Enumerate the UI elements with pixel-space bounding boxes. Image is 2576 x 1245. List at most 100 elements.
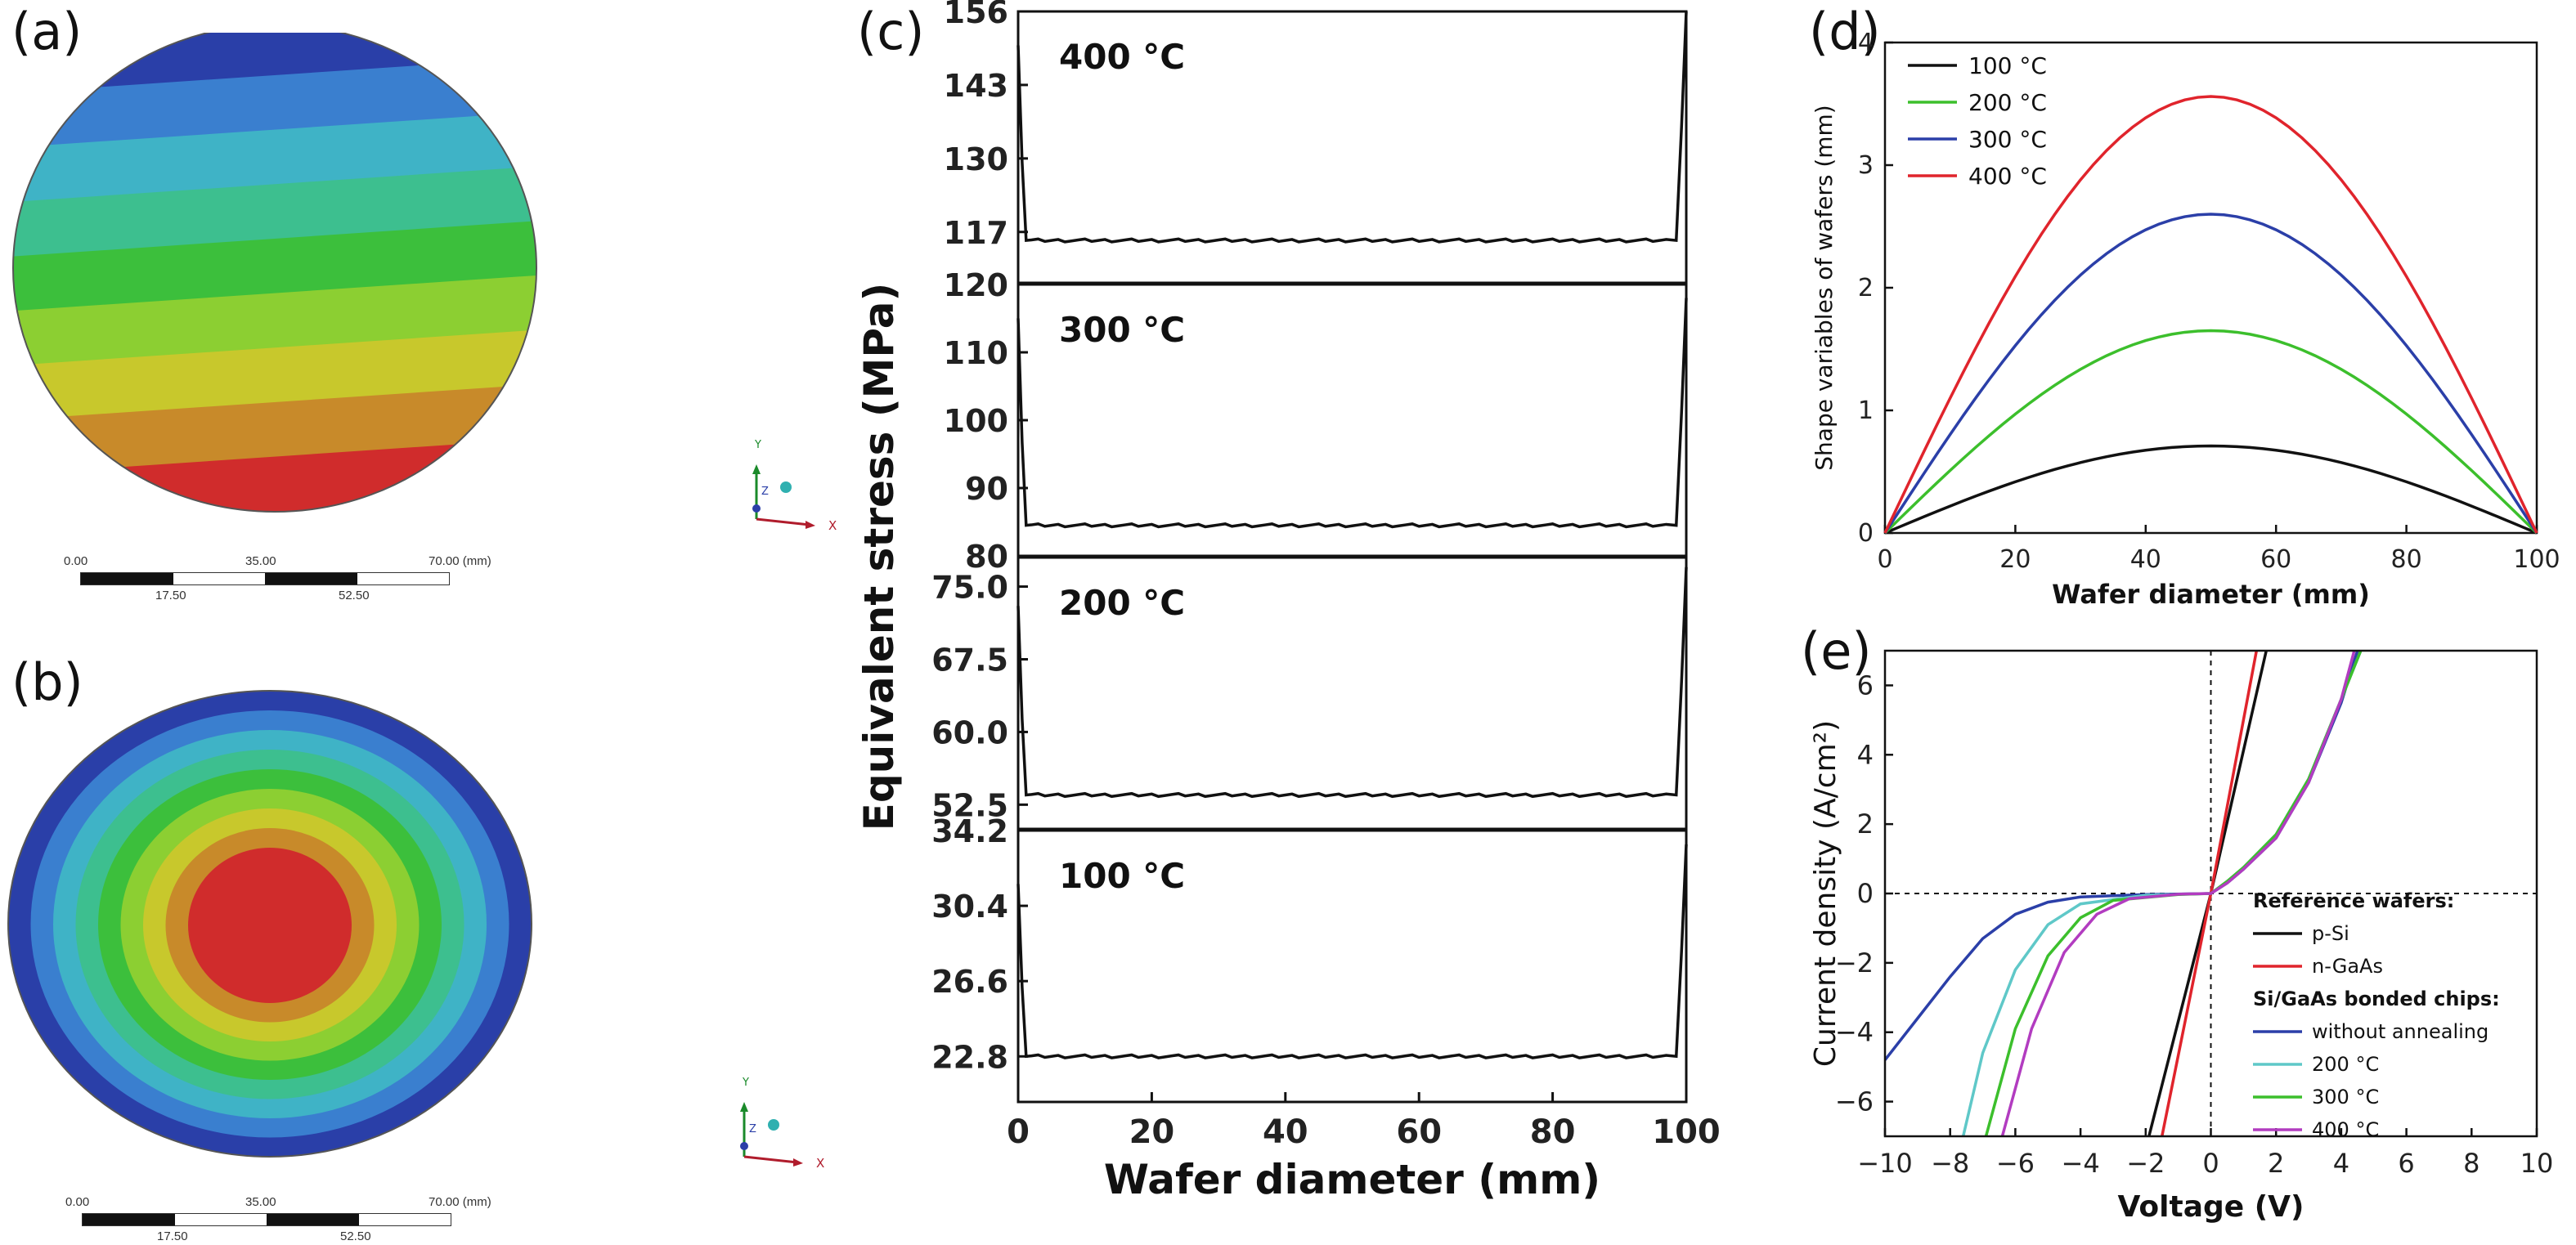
x-tick-label: 2: [2268, 1148, 2284, 1179]
y-tick-label: 0: [1858, 519, 1874, 548]
legend-label: n-GaAs: [2312, 955, 2383, 978]
x-axis-title: Wafer diameter (mm): [2052, 579, 2370, 610]
x-axis-title: Voltage (V): [2118, 1190, 2304, 1224]
y-tick-label: 4: [1858, 29, 1874, 57]
scale-label-70-b: 70.00 (mm): [429, 1195, 491, 1209]
subplot-frame: [1016, 10, 1688, 284]
y-tick-label: 26.6: [931, 964, 1008, 1000]
scale-label-70: 70.00 (mm): [429, 554, 491, 568]
subplot-frame: [1016, 556, 1688, 831]
legend-label: 200 °C: [2312, 1053, 2379, 1076]
y-tick-label: 100: [944, 403, 1008, 439]
y-tick-label: 75.0: [931, 570, 1008, 606]
scale-label-35: 35.00: [245, 554, 276, 568]
scale-label-17-5-b: 17.50: [157, 1229, 188, 1243]
x-tick-label: 100: [2513, 545, 2560, 574]
y-tick-label: 0: [1857, 878, 1874, 909]
scale-label-35-b: 35.00: [245, 1195, 276, 1209]
legend-label: without annealing: [2312, 1020, 2488, 1043]
y-axis-title: Current density (A/cm²): [1809, 720, 1842, 1067]
y-tick-label: 143: [944, 68, 1008, 104]
scale-bar-b: [82, 1213, 451, 1226]
legend-label: 100 °C: [1968, 52, 2047, 79]
x-tick-label: 100: [1652, 1113, 1721, 1151]
x-tick-label: 4: [2333, 1148, 2349, 1179]
scale-label-0-b: 0.00: [65, 1195, 90, 1209]
triad-z-label-b: Z: [749, 1123, 756, 1135]
y-tick-label: 34.2: [931, 813, 1008, 849]
scale-label-52-5: 52.50: [339, 589, 370, 602]
y-axis-title: Equivalent stress (MPa): [855, 283, 903, 831]
y-tick-label: −4: [1835, 1017, 1874, 1048]
subplot-label: 100 °C: [1059, 856, 1185, 896]
coordinate-triad-icon: Y Z X: [752, 439, 837, 531]
contour-band: [13, 383, 536, 477]
x-tick-label: 0: [1007, 1113, 1030, 1151]
triad-x-label-b: X: [816, 1156, 824, 1169]
contour-band: [13, 165, 536, 259]
x-tick-label: 80: [1530, 1113, 1576, 1151]
triad-y-label-b: Y: [742, 1077, 749, 1089]
contour-ring: [188, 848, 352, 1003]
triad-y-label: Y: [754, 439, 761, 451]
y-tick-label: 6: [1857, 670, 1874, 701]
subplot-label: 200 °C: [1059, 583, 1185, 623]
scale-label-17-5: 17.50: [155, 589, 186, 602]
legend-label: 300 °C: [1968, 126, 2047, 153]
y-tick-label: 130: [944, 141, 1008, 177]
contour-band: [13, 219, 536, 314]
x-tick-label: −6: [1996, 1148, 2035, 1179]
x-axis-title: Wafer diameter (mm): [1104, 1156, 1600, 1203]
shape-series-line: [1883, 329, 2538, 535]
legend-label: 400 °C: [1968, 163, 2047, 190]
y-tick-label: 1: [1858, 396, 1874, 425]
subplot-label: 400 °C: [1059, 37, 1185, 77]
y-tick-label: 117: [944, 215, 1008, 251]
triad-z-label: Z: [761, 486, 769, 498]
x-tick-label: 6: [2398, 1148, 2414, 1179]
y-tick-label: 4: [1857, 739, 1874, 770]
y-tick-label: −6: [1835, 1086, 1874, 1117]
panel-label-b: (b): [11, 652, 83, 712]
y-tick-label: 67.5: [931, 643, 1008, 678]
y-tick-label: 22.8: [931, 1039, 1008, 1075]
current-voltage-chart: −10 −8 −6 −4 −2 0 2 4 6 8 10 −6 −4 −2 0 2 4 6 Reference wa…: [1809, 649, 2554, 1224]
contour-band: [13, 110, 536, 204]
series-group: [1885, 651, 2363, 1136]
contour-band: [13, 274, 536, 368]
legend-heading: Si/GaAs bonded chips:: [2253, 987, 2500, 1010]
shape-series-line: [1883, 213, 2538, 534]
wafer-deformation-contour-b: [7, 690, 532, 1158]
x-tick-label: −4: [2062, 1148, 2100, 1179]
shape-series-line: [1883, 95, 2538, 534]
triad-x-label: X: [828, 518, 837, 531]
panel-label-d: (d): [1809, 2, 1881, 61]
scale-bar-a: [80, 572, 450, 585]
subplot-frame: [1016, 829, 1688, 1104]
y-tick-label: 110: [944, 335, 1008, 371]
x-tick-label: 0: [1877, 545, 1892, 574]
wafer-outline: [7, 690, 532, 1158]
x-tick-label: 80: [2391, 545, 2422, 574]
x-tick-label: 60: [1396, 1113, 1442, 1151]
contour-band: [13, 33, 536, 96]
y-tick-label: −2: [1835, 947, 1874, 979]
y-tick-label: 80: [965, 539, 1008, 575]
x-tick-label: 20: [1999, 545, 2031, 574]
legend-label: 400 °C: [2312, 1118, 2379, 1141]
x-tick-label: 60: [2260, 545, 2291, 574]
scale-label-0: 0.00: [64, 554, 88, 568]
x-tick-label: 10: [2520, 1148, 2554, 1179]
coordinate-triad-icon-b: Y Z X: [740, 1077, 824, 1169]
panel-label-e: (e): [1801, 621, 1872, 681]
iv-series-line: [2000, 651, 2356, 1136]
y-tick-label: 30.4: [931, 889, 1008, 925]
shape-series-line: [1884, 444, 2538, 535]
wafer-shape-chart: 0 20 40 60 80 100 0 1 2 3 4 100 °C 200 °C 300 °C 400 °…: [1811, 29, 2560, 610]
panel-label-a: (a): [11, 2, 83, 61]
x-tick-label: −10: [1857, 1148, 1913, 1179]
y-tick-label: 2: [1857, 808, 1874, 840]
y-tick-label: 52.5: [931, 787, 1008, 823]
stress-profile-line: [1016, 298, 1688, 529]
y-tick-label: 60.0: [931, 714, 1008, 750]
